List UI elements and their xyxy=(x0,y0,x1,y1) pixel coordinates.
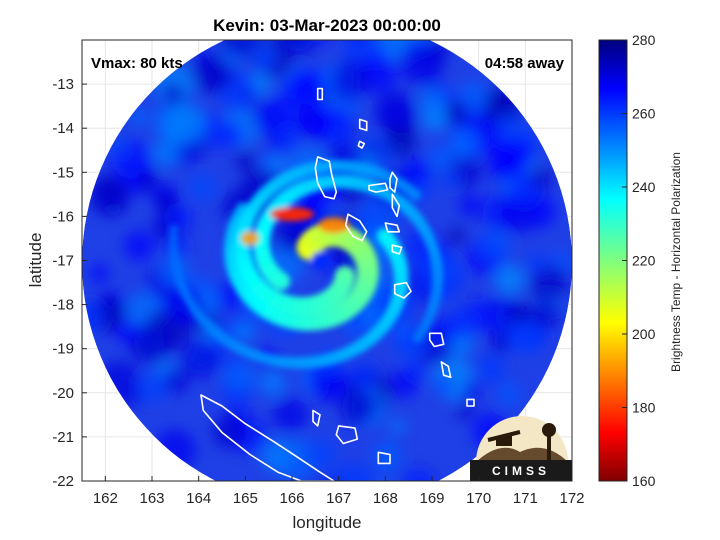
colorbar-tick-label: 240 xyxy=(632,179,656,195)
coastline-torres xyxy=(316,87,324,101)
colorbar-ticks: 160 180 200 220 240 260 280 xyxy=(622,32,656,489)
coastline-tanna xyxy=(440,361,452,379)
y-tick-label: -16 xyxy=(52,208,74,225)
y-tick-label: -19 xyxy=(52,341,74,358)
coastline-efate xyxy=(393,281,412,299)
coastline-aneityum xyxy=(466,398,475,407)
coastline-espiritu-santo xyxy=(314,156,338,200)
x-tick-label: 164 xyxy=(186,490,211,507)
coastline-mare xyxy=(377,451,391,465)
coastlines xyxy=(200,87,475,481)
x-tick-label: 169 xyxy=(419,490,444,507)
colorbar-label: Brightness Temp - Horizontal Polarizatio… xyxy=(669,152,683,372)
coastline-epi xyxy=(391,244,403,255)
x-axis: 162 163 164 165 166 167 168 169 170 171 172 xyxy=(93,476,585,507)
coastline-erromango xyxy=(428,332,445,348)
colorbar-tick-label: 200 xyxy=(632,326,656,342)
rainband-layer xyxy=(168,159,444,370)
y-tick-label: -21 xyxy=(52,429,74,446)
coastline-maewo xyxy=(389,171,398,193)
chart-title: Kevin: 03-Mar-2023 00:00:00 xyxy=(213,16,441,35)
coastline-ouvea xyxy=(312,409,321,427)
x-tick-label: 172 xyxy=(559,490,584,507)
colorbar-tick-label: 220 xyxy=(632,253,656,269)
x-tick-label: 165 xyxy=(233,490,258,507)
colorbar-tick-label: 180 xyxy=(632,400,656,416)
y-tick-label: -20 xyxy=(52,385,74,402)
coastline-pentecost xyxy=(391,193,401,218)
logo-text: CIMSS xyxy=(492,464,550,478)
colorbar-tick-label: 280 xyxy=(632,32,656,48)
x-tick-label: 167 xyxy=(326,490,351,507)
x-tick-label: 171 xyxy=(513,490,538,507)
x-tick-label: 170 xyxy=(466,490,491,507)
coastline-banks xyxy=(358,118,368,132)
x-tick-label: 168 xyxy=(373,490,398,507)
coastline-ambrym xyxy=(384,222,401,233)
cimss-logo: CIMSS xyxy=(470,416,572,481)
coastline-lifou xyxy=(335,425,359,445)
colorbar-tick-label: 160 xyxy=(632,473,656,489)
y-axis-label: latitude xyxy=(26,233,45,288)
time-away-annotation: 04:58 away xyxy=(485,55,565,72)
y-axis: -13 -14 -15 -16 -17 -18 -19 -20 -21 -22 xyxy=(52,76,87,490)
coastline-banks-small xyxy=(357,140,366,149)
coastline-new-caledonia xyxy=(200,394,335,481)
vmax-annotation: Vmax: 80 kts xyxy=(91,55,183,72)
y-tick-label: -13 xyxy=(52,76,74,93)
x-tick-label: 163 xyxy=(139,490,164,507)
y-tick-label: -17 xyxy=(52,253,74,270)
microwave-swath xyxy=(82,40,572,481)
x-tick-label: 162 xyxy=(93,490,118,507)
y-tick-label: -14 xyxy=(52,120,74,137)
coastline-ambae xyxy=(368,182,389,193)
x-tick-label: 166 xyxy=(279,490,304,507)
colorbar-tick-label: 260 xyxy=(632,106,656,122)
coastline-malakula xyxy=(344,213,368,242)
y-tick-label: -22 xyxy=(52,473,74,490)
x-axis-label: longitude xyxy=(292,513,361,532)
y-tick-label: -18 xyxy=(52,297,74,314)
y-tick-label: -15 xyxy=(52,164,74,181)
